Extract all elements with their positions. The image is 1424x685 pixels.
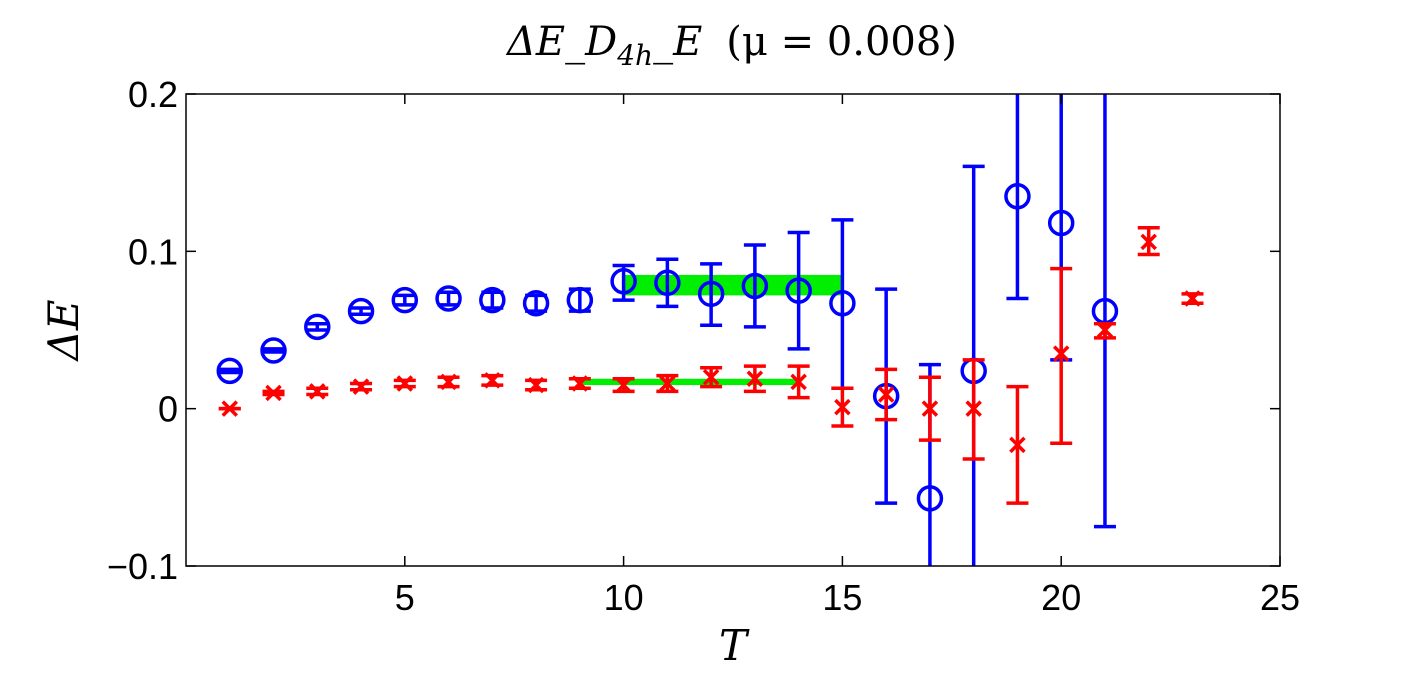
data-point-circle-17: [916, 485, 944, 512]
data-point-circle-5: [391, 286, 419, 314]
data-point-cross-16: [877, 386, 895, 403]
data-point-cross-23: [1184, 290, 1201, 307]
errorbar-circle-4: [350, 306, 373, 317]
data-point-cross-14: [790, 373, 807, 391]
data-point-cross-21: [1096, 321, 1114, 339]
data-point-circle-13: [741, 272, 769, 300]
data-point-cross-18: [965, 400, 982, 417]
data-point-circle-2: [260, 337, 287, 364]
data-point-cross-5: [396, 375, 414, 392]
data-point-circle-7: [479, 286, 506, 314]
title-subscript: 4h: [616, 39, 653, 72]
data-point-cross-8: [527, 376, 545, 394]
errorbar-circle-13: [743, 243, 766, 329]
data-point-circle-3: [304, 313, 331, 341]
x-tick-label: 5: [395, 577, 415, 618]
y-tick-label: 0: [158, 389, 178, 430]
data-point-circle-11: [654, 269, 681, 297]
data-point-cross-1: [221, 400, 238, 417]
data-point-circle-6: [435, 285, 462, 312]
y-tick-label: −0.1: [107, 546, 178, 587]
x-tick-label: 10: [604, 577, 644, 618]
data-point-circle-8: [522, 290, 550, 317]
plot-frame: [185, 93, 1281, 567]
y-tick-label: 0.1: [128, 231, 178, 272]
x-axis-label: T: [719, 621, 750, 670]
data-point-cross-3: [309, 383, 326, 400]
errorbar-circle-14: [787, 230, 810, 351]
data-point-circle-9: [566, 286, 594, 314]
errorbar-circle-1: [218, 367, 241, 375]
title-prefix: ΔE_D: [505, 19, 617, 65]
data-point-circle-14: [785, 277, 812, 304]
data-point-cross-6: [440, 373, 457, 391]
data-point-cross-17: [921, 400, 939, 417]
series-layer: [216, 94, 1204, 566]
errorbar-circle-19: [1006, 94, 1029, 301]
data-point-cross-4: [352, 378, 370, 395]
plot-area: [186, 94, 1280, 566]
data-point-cross-7: [484, 372, 501, 389]
title-suffix: _E: [653, 19, 702, 65]
errorbar-circle-12: [700, 262, 723, 328]
data-point-cross-2: [265, 384, 282, 402]
data-point-circle-19: [1004, 183, 1031, 210]
data-point-cross-12: [702, 368, 720, 386]
data-point-cross-10: [615, 376, 632, 394]
data-point-circle-4: [347, 297, 375, 325]
data-point-circle-15: [829, 290, 856, 317]
data-point-cross-13: [746, 370, 764, 388]
data-point-circle-12: [697, 280, 725, 308]
y-axis-label: ΔE: [39, 300, 88, 363]
errorbar-circle-21: [1093, 94, 1116, 529]
data-point-cross-15: [834, 398, 851, 416]
errorbar-circle-5: [393, 293, 416, 307]
x-tick-label: 25: [1260, 577, 1300, 618]
data-point-cross-9: [571, 375, 589, 392]
x-tick-label: 15: [822, 577, 862, 618]
data-point-cross-19: [1009, 436, 1026, 454]
series-circle: [216, 94, 1119, 566]
title-params: (μ = 0.008): [726, 19, 957, 65]
data-point-cross-20: [1052, 345, 1070, 362]
y-tick-label: 0.2: [128, 74, 178, 115]
chart-title: ΔE_D4h_E (μ = 0.008): [505, 19, 957, 72]
data-point-circle-10: [610, 267, 637, 295]
errorbar-circle-2: [262, 347, 285, 354]
ticks-layer: 5 10 15 20 25 −0.1 0 0.1 0.2: [107, 74, 1300, 618]
data-point-circle-1: [216, 357, 244, 385]
data-point-circle-20: [1047, 209, 1075, 237]
fit-band-red-fit: [579, 378, 799, 386]
series-cross: [218, 225, 1204, 505]
data-point-cross-22: [1140, 233, 1157, 251]
errorbar-circle-3: [306, 321, 329, 332]
data-point-cross-11: [659, 375, 676, 392]
x-tick-label: 20: [1041, 577, 1081, 618]
svg-text:ΔE_D4h_E(μ = 0.008): ΔE_D4h_E (μ = 0.008): [505, 19, 957, 72]
errorbar-circle-11: [656, 257, 679, 309]
errorbar-circle-6: [437, 290, 460, 307]
